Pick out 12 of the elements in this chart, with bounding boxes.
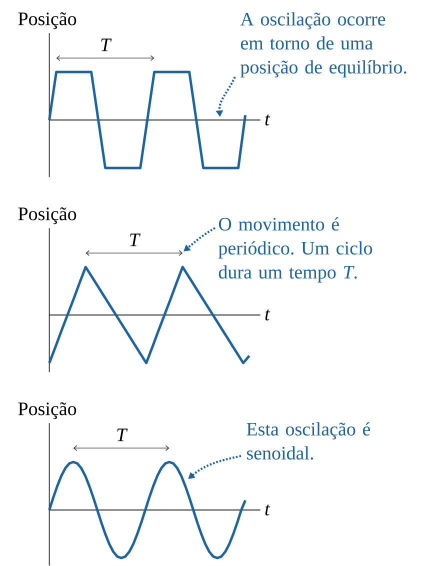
text: T (130, 234, 141, 246)
annotation: O movimento é periódico. Um ciclo dura um tempo T. (218, 217, 372, 282)
x-axis-title: t (265, 504, 270, 516)
y-axis-title: Posição (18, 12, 76, 30)
y-axis-title: Posição (18, 402, 76, 420)
text: T (101, 38, 112, 52)
annotation: A oscilação ocorre em torno de uma posição de equilíbrio. (240, 12, 406, 78)
x-axis-title: t (265, 310, 270, 320)
y-axis-title: Posição (18, 207, 76, 224)
text: Esta oscilação é senoidal. (246, 422, 370, 460)
text: T (117, 428, 128, 442)
x-axis-title: t (265, 114, 270, 126)
